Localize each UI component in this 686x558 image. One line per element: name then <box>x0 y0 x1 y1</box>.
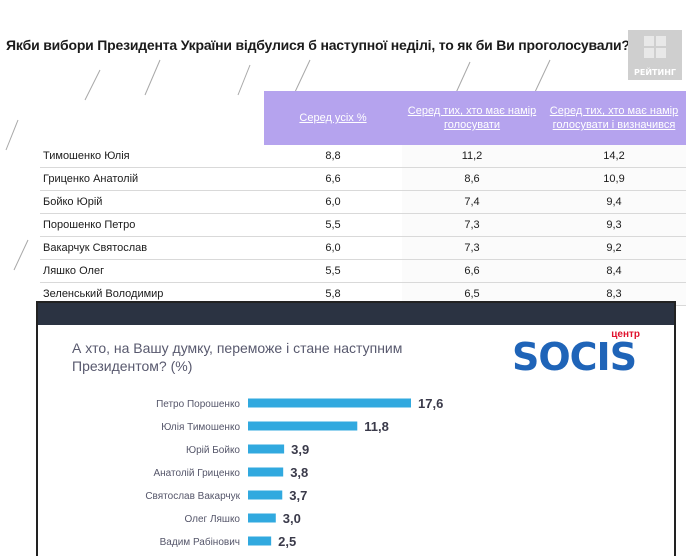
table-row: Ляшко Олег 5,5 6,6 8,4 <box>40 259 686 283</box>
category-label: Анатолій Гриценко <box>153 468 240 479</box>
table-cell: 6,0 <box>264 236 402 260</box>
value-label: 17,6 <box>418 396 443 411</box>
table-row: Зеленський Володимир 5,8 6,5 8,3 <box>40 282 686 306</box>
table-row: Тимошенко Юлія 8,8 11,2 14,2 <box>40 145 686 168</box>
bar <box>248 490 283 500</box>
socis-logo-sub: центр <box>611 329 640 340</box>
value-label: 3,0 <box>283 511 301 526</box>
value-label: 3,8 <box>290 465 308 480</box>
bar <box>248 421 358 431</box>
table-row: Вакарчук Святослав 6,0 7,3 9,2 <box>40 236 686 260</box>
table-cell: 9,4 <box>542 190 686 214</box>
table-cell: 9,2 <box>542 236 686 260</box>
bar <box>248 467 284 477</box>
socis-logo: центр SOCIS <box>512 329 642 379</box>
bar <box>248 398 411 408</box>
category-label: Юлія Тимошенко <box>161 422 240 433</box>
bar-chart: Петро Порошенко 17,6 Юлія Тимошенко 11,8 Юрі… <box>145 396 443 549</box>
table-row: Гриценко Анатолій 6,6 8,6 10,9 <box>40 167 686 191</box>
value-label: 3,9 <box>291 442 309 457</box>
table-cell: 7,4 <box>402 190 542 214</box>
logo-text: РЕЙТИНГ <box>634 68 676 77</box>
bar <box>248 513 276 523</box>
table-cell: 14,2 <box>542 145 686 168</box>
reyting-logo: РЕЙТИНГ <box>628 30 682 80</box>
table-header-cell: Серед усіх % <box>264 91 402 145</box>
table-cell: 6,6 <box>402 259 542 283</box>
table-row: Порошенко Петро 5,5 7,3 9,3 <box>40 213 686 237</box>
table-cell-name: Зеленський Володимир <box>40 282 264 306</box>
table-header-row: Серед усіх % Серед тих, хто має намір го… <box>40 91 686 145</box>
value-label: 11,8 <box>364 419 389 434</box>
poll-table: Серед усіх % Серед тих, хто має намір го… <box>40 91 686 306</box>
category-label: Юрій Бойко <box>186 445 240 456</box>
bar <box>248 444 285 454</box>
table-cell-name: Тимошенко Юлія <box>40 145 264 168</box>
category-label: Святослав Вакарчук <box>145 491 240 502</box>
socis-overlay-panel: А хто, на Вашу думку, переможе і стане н… <box>36 301 676 556</box>
overlay-title: А хто, на Вашу думку, переможе і стане н… <box>72 340 403 374</box>
table-header-cell <box>40 91 264 145</box>
table-cell-name: Гриценко Анатолій <box>40 167 264 191</box>
table-cell: 5,5 <box>264 213 402 237</box>
table-cell: 6,6 <box>264 167 402 191</box>
table-cell: 8,6 <box>402 167 542 191</box>
table-cell: 8,4 <box>542 259 686 283</box>
table-cell: 11,2 <box>402 145 542 168</box>
table-row: Бойко Юрій 6,0 7,4 9,4 <box>40 190 686 214</box>
category-label: Вадим Рабінович <box>160 536 240 548</box>
value-label: 2,5 <box>278 534 296 549</box>
table-cell: 5,5 <box>264 259 402 283</box>
table-cell-name: Вакарчук Святослав <box>40 236 264 260</box>
table-cell-name: Ляшко Олег <box>40 259 264 283</box>
table-cell: 7,3 <box>402 236 542 260</box>
table-cell: 6,5 <box>402 282 542 306</box>
table-header-cell: Серед тих, хто має намір голосувати <box>402 91 542 145</box>
table-cell: 6,0 <box>264 190 402 214</box>
logo-mark-icon <box>644 36 666 58</box>
table-cell-name: Порошенко Петро <box>40 213 264 237</box>
table-header-cell: Серед тих, хто має намір голосувати і ви… <box>542 91 686 145</box>
table-cell: 10,9 <box>542 167 686 191</box>
value-label: 3,7 <box>289 488 307 503</box>
table-cell: 9,3 <box>542 213 686 237</box>
overlay-top-bar <box>38 303 674 325</box>
category-label: Олег Ляшко <box>184 514 240 525</box>
socis-logo-word: SOCIS <box>512 335 637 379</box>
table-cell-name: Бойко Юрій <box>40 190 264 214</box>
table-cell: 7,3 <box>402 213 542 237</box>
category-label: Петро Порошенко <box>156 399 240 410</box>
table-cell: 8,8 <box>264 145 402 168</box>
page-title: Якби вибори Президента України відбулися… <box>6 37 630 53</box>
bar <box>248 536 272 546</box>
